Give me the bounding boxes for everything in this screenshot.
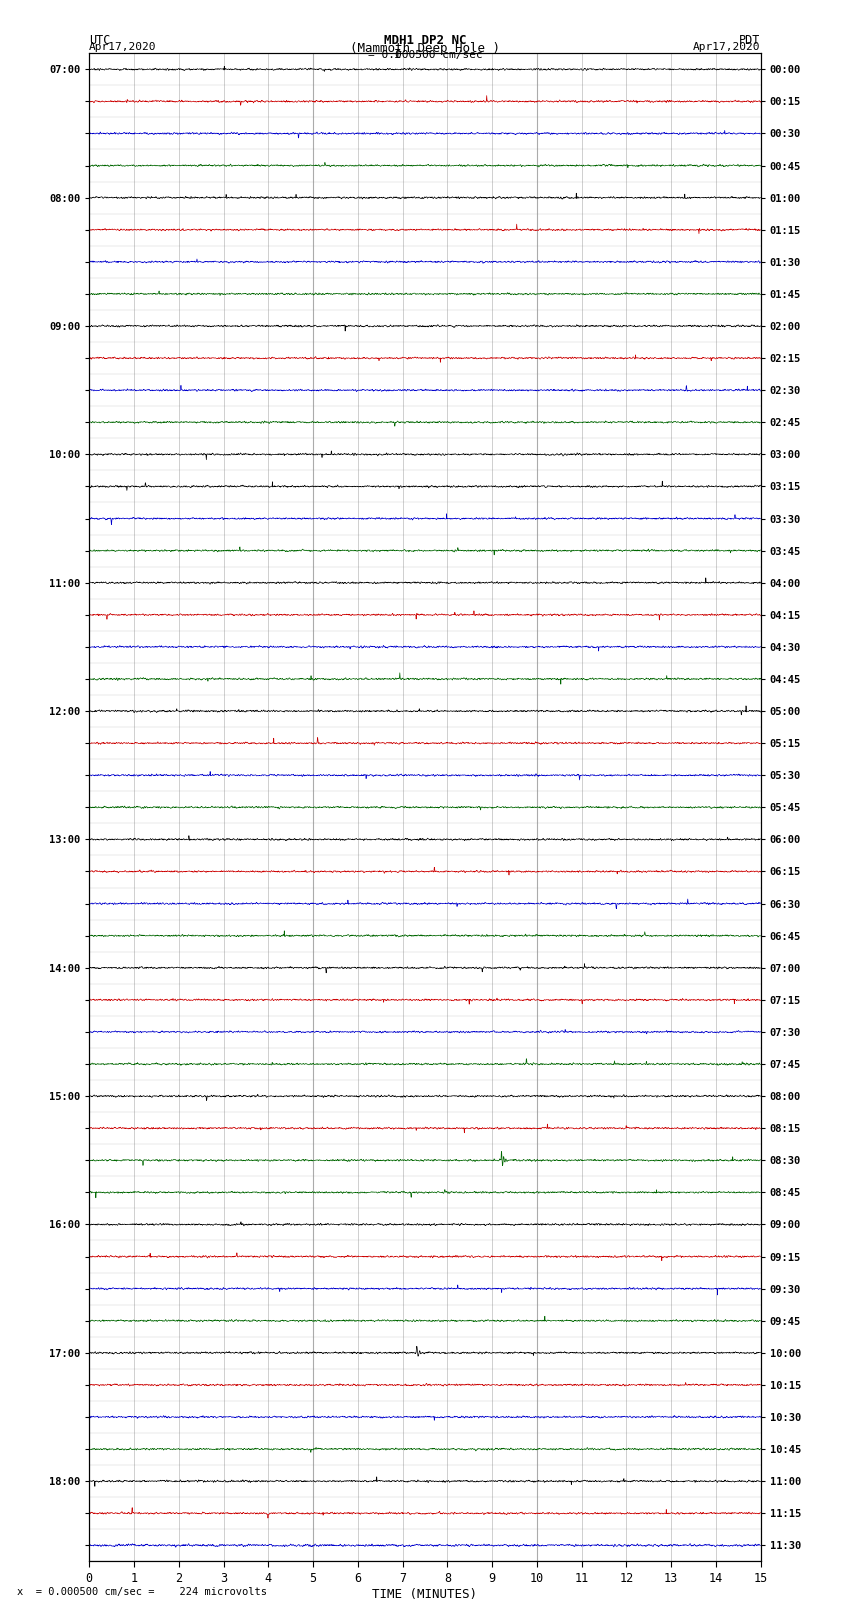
Text: (Mammoth Deep Hole ): (Mammoth Deep Hole )	[350, 42, 500, 55]
X-axis label: TIME (MINUTES): TIME (MINUTES)	[372, 1587, 478, 1600]
Text: PDT: PDT	[740, 34, 761, 47]
Text: = 0.000500 cm/sec: = 0.000500 cm/sec	[367, 50, 483, 60]
Text: I: I	[394, 48, 401, 61]
Text: UTC: UTC	[89, 34, 110, 47]
Text: x  = 0.000500 cm/sec =    224 microvolts: x = 0.000500 cm/sec = 224 microvolts	[17, 1587, 267, 1597]
Text: Apr17,2020: Apr17,2020	[694, 42, 761, 52]
Text: MDH1 DP2 NC: MDH1 DP2 NC	[383, 34, 467, 47]
Text: Apr17,2020: Apr17,2020	[89, 42, 156, 52]
